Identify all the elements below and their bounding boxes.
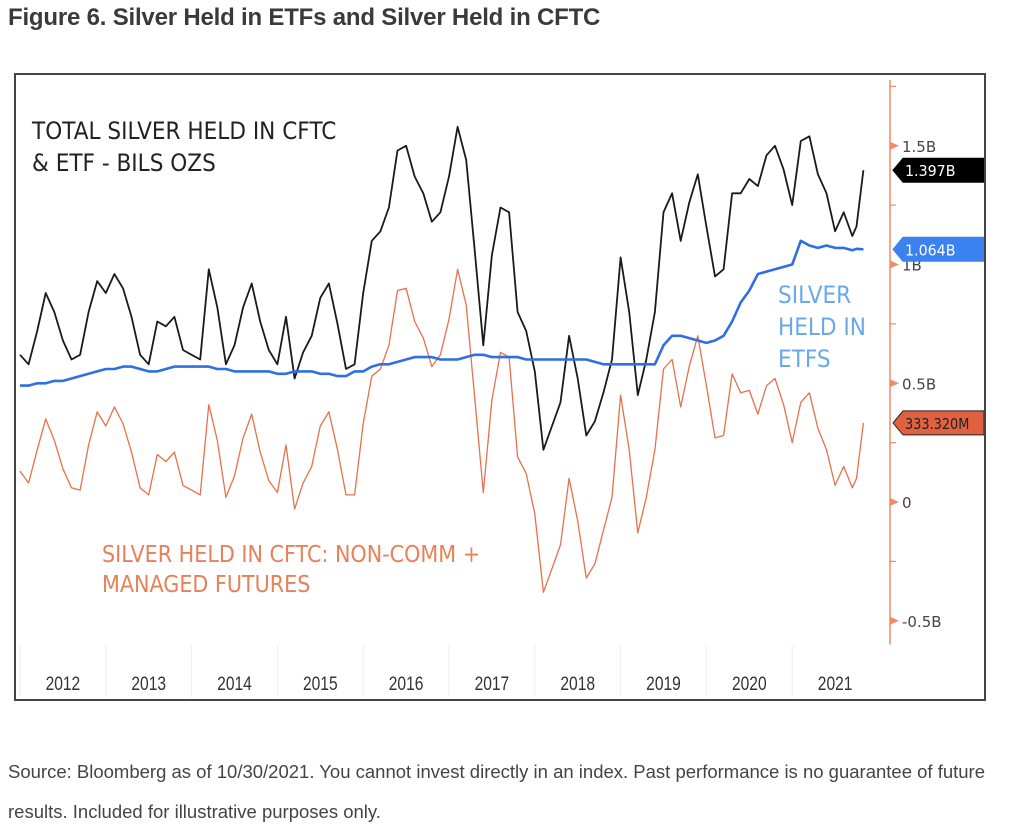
annotation-total-line: TOTAL SILVER HELD IN CFTC xyxy=(31,118,336,145)
x-tick-label-2020: 2020 xyxy=(732,673,767,695)
x-tick-label-2015: 2015 xyxy=(303,673,338,695)
annotation-cftc-line: SILVER HELD IN CFTC: NON-COMM + xyxy=(102,542,480,568)
x-tick-label-2014: 2014 xyxy=(217,673,252,695)
last-value-flag-total xyxy=(892,157,984,183)
y-tick-label: -0.5B xyxy=(902,613,942,631)
last-value-flag-cftc xyxy=(892,410,984,436)
last-value-labels: 1.397B 1.064B 333.320M xyxy=(892,157,984,436)
y-tick-label: 0.5B xyxy=(902,375,936,393)
y-major-tick-marker xyxy=(890,616,899,625)
x-tick-label-2019: 2019 xyxy=(646,673,681,695)
annotation-etf-line: SILVER xyxy=(778,282,851,309)
series-lines xyxy=(19,125,865,593)
last-value-flag-etf xyxy=(892,236,984,262)
annotation-cftc-line: MANAGED FUTURES xyxy=(102,572,310,598)
x-tick-label-2021: 2021 xyxy=(818,673,853,695)
x-tick-label-2016: 2016 xyxy=(389,673,424,695)
y-major-tick-marker xyxy=(890,141,899,150)
y-major-tick-marker xyxy=(890,498,899,506)
x-tick-label-2013: 2013 xyxy=(131,673,166,695)
last-value-label-etf: 1.064B xyxy=(905,242,956,259)
annotation-etf-line: HELD IN xyxy=(778,314,866,341)
y-tick-label: 0 xyxy=(902,494,912,512)
annotation-etf-line: ETFS xyxy=(778,346,831,373)
x-tick-label-2012: 2012 xyxy=(46,673,81,695)
figure-title: Figure 6. Silver Held in ETFs and Silver… xyxy=(8,4,601,31)
series-line-cftc xyxy=(19,268,865,593)
x-tick-label-2017: 2017 xyxy=(475,673,510,695)
source-note: Source: Bloomberg as of 10/30/2021. You … xyxy=(8,761,986,822)
y-major-tick-marker xyxy=(890,260,899,269)
y-major-tick-marker xyxy=(890,379,899,388)
annotation-total-line: & ETF - BILS OZS xyxy=(32,150,216,177)
last-value-label-total: 1.397B xyxy=(905,163,956,180)
last-value-label-cftc: 333.320M xyxy=(905,416,969,433)
series-line-total xyxy=(19,125,865,451)
chart-frame: 1.5B 1B 0.5B 0 -0.5B 2012 2013 2014 2015 2016 201… xyxy=(14,73,986,701)
x-year-separators xyxy=(19,645,793,697)
annotations: TOTAL SILVER HELD IN CFTC & ETF - BILS OZ… xyxy=(31,118,866,598)
x-axis: 2012 2013 2014 2015 2016 2017 2018 2019 2020 2021 xyxy=(46,673,853,695)
series-line-etf xyxy=(20,239,864,387)
x-tick-label-2018: 2018 xyxy=(560,673,595,695)
y-tick-label: 1.5B xyxy=(902,138,936,156)
